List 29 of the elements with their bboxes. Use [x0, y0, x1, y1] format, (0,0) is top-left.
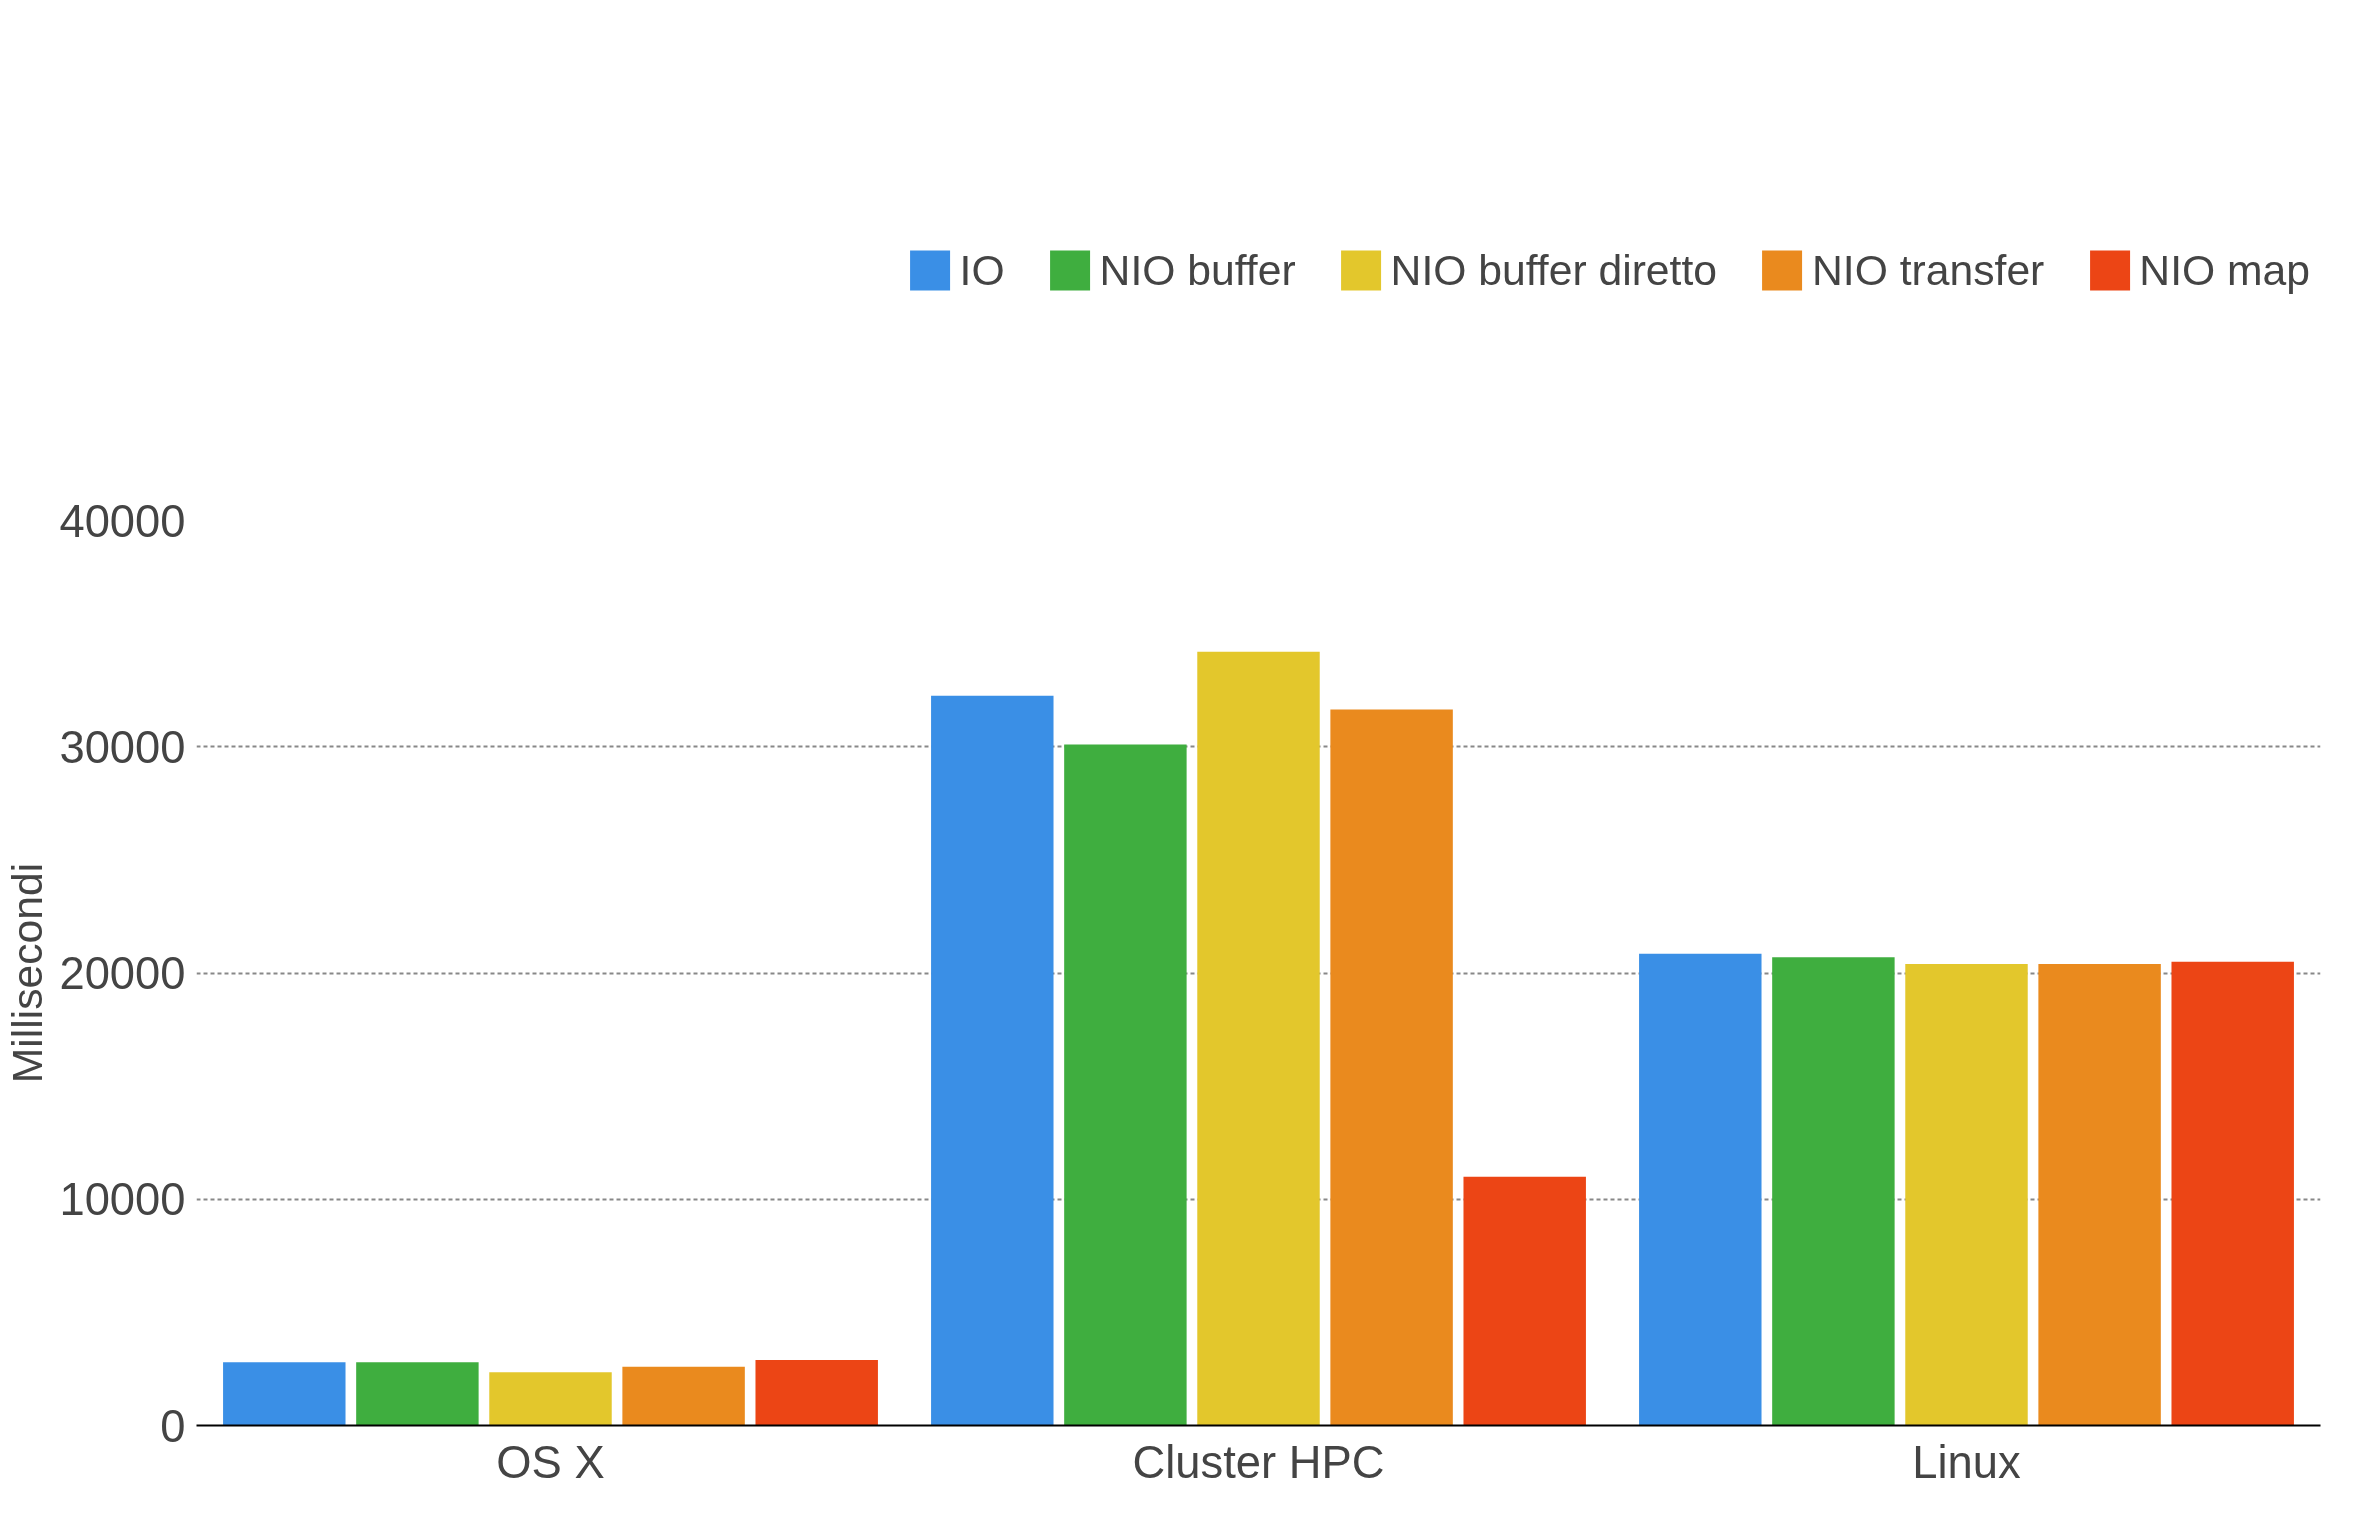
- y-tick-label: 0: [160, 1400, 186, 1452]
- legend-label: NIO transfer: [1812, 245, 2045, 295]
- y-axis-title: Millisecondi: [3, 862, 52, 1084]
- bar: [755, 1359, 878, 1426]
- bar: [1639, 953, 1762, 1426]
- x-tick-label: Linux: [1912, 1436, 2022, 1488]
- bar: [1197, 651, 1320, 1426]
- y-tick-label: 10000: [59, 1174, 186, 1226]
- y-tick-label: 30000: [59, 721, 186, 773]
- bar: [1905, 963, 2028, 1426]
- legend-label: NIO buffer diretto: [1390, 245, 1718, 295]
- bar: [931, 695, 1054, 1426]
- x-tick-label: Cluster HPC: [1132, 1436, 1385, 1488]
- bar: [489, 1372, 612, 1426]
- y-tick-label: 40000: [59, 495, 186, 547]
- bar: [1463, 1176, 1586, 1426]
- bar: [1330, 709, 1453, 1426]
- y-tick-label: 20000: [59, 948, 186, 999]
- bar: [622, 1366, 745, 1426]
- bar: [1064, 744, 1187, 1426]
- bar: [2171, 961, 2294, 1426]
- x-tick-label: OS X: [496, 1436, 605, 1488]
- legend-label: IO: [959, 245, 1005, 295]
- bar: [356, 1362, 479, 1426]
- bar: [223, 1362, 346, 1426]
- bar: [1772, 957, 1895, 1426]
- legend-label: NIO buffer: [1099, 245, 1296, 295]
- legend-label: NIO map: [2139, 245, 2310, 295]
- bar: [2038, 963, 2161, 1426]
